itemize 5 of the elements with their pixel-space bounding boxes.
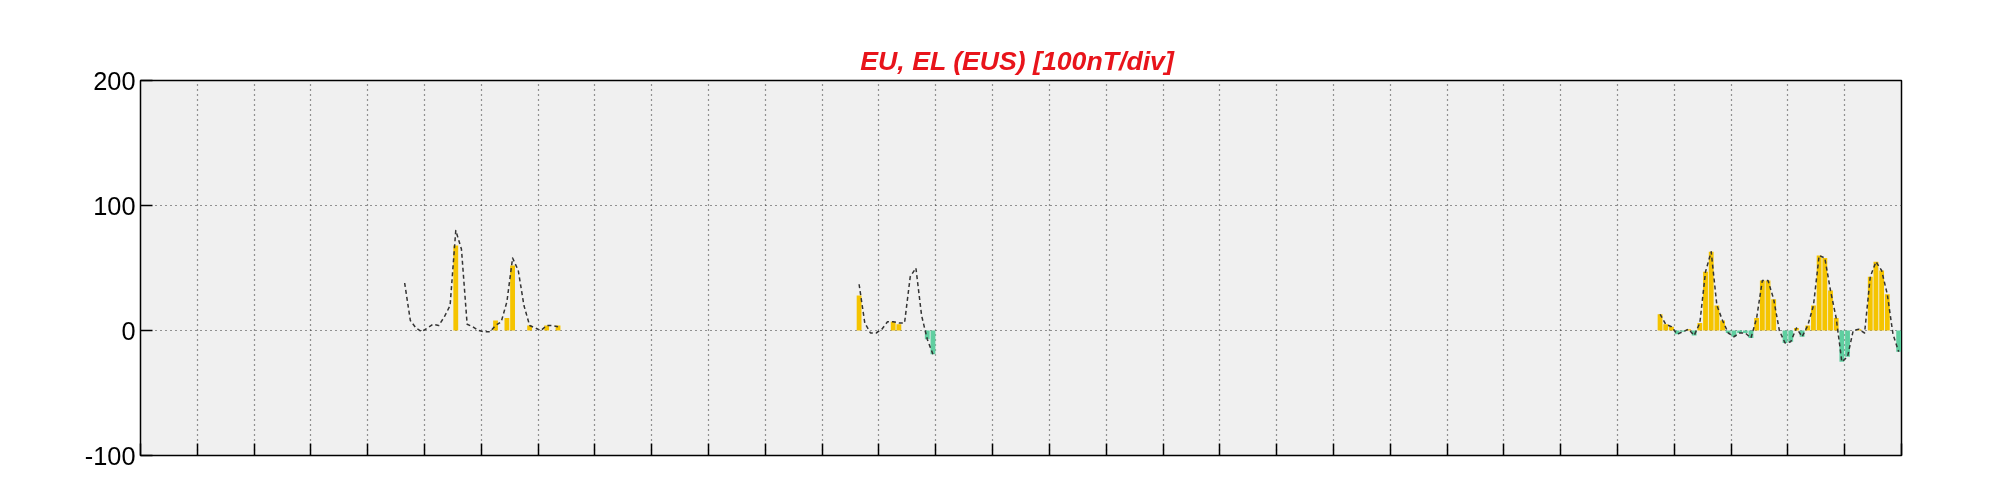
chart-title: EU, EL (EUS) [100nT/div] (860, 45, 1175, 76)
y-tick-label: 200 (93, 66, 136, 95)
y-tick-label: 0 (121, 316, 136, 345)
y-tick-label: 100 (93, 191, 136, 220)
y-tick-label: -100 (84, 441, 136, 470)
